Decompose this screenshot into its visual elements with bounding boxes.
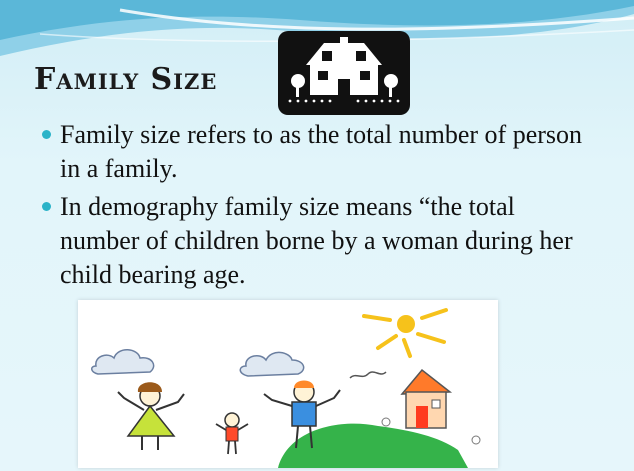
bullet-item: In demography family size means “the tot… bbox=[40, 190, 600, 292]
slide-title: Family Size bbox=[34, 62, 218, 97]
header-wave bbox=[0, 0, 634, 56]
bullet-dot bbox=[42, 130, 51, 139]
house-icon bbox=[278, 31, 410, 115]
family-drawing bbox=[78, 300, 498, 468]
bullet-item: Family size refers to as the total numbe… bbox=[40, 118, 600, 186]
bullet-list: Family size refers to as the total numbe… bbox=[40, 118, 600, 296]
bullet-dot bbox=[42, 202, 51, 211]
bullet-text: In demography family size means “the tot… bbox=[60, 192, 573, 289]
bullet-text: Family size refers to as the total numbe… bbox=[60, 120, 583, 183]
